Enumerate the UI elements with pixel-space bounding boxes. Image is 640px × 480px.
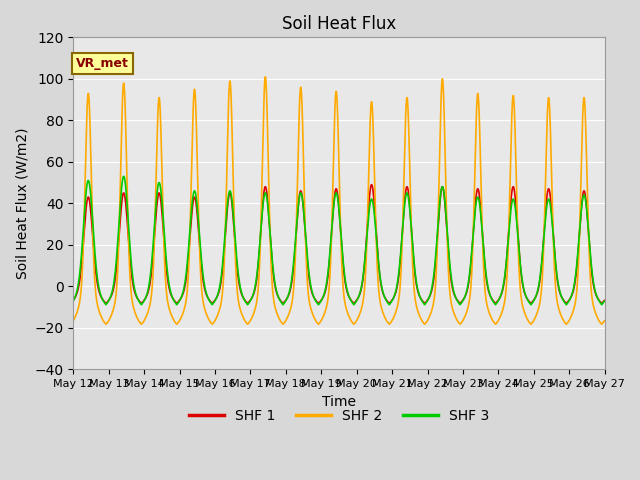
SHF 3 [355,295,362,301]
SHF 2 [70,318,77,324]
SHF 2 [218,298,225,304]
SHF 3 [385,302,393,308]
SHF 1 [569,290,577,296]
SHF 1 [218,275,225,280]
X-axis label: Time: Time [322,395,356,408]
SHF 2 [366,132,374,138]
Line: SHF 2: SHF 2 [74,77,604,324]
SHF 1 [366,191,374,197]
Text: VR_met: VR_met [76,57,129,70]
SHF 1 [70,297,77,303]
SHF 3 [366,203,374,209]
SHF 1 [493,299,501,304]
SHF 2 [261,74,269,80]
SHF 2 [600,318,608,324]
SHF 2 [385,321,393,327]
Line: SHF 3: SHF 3 [74,176,604,305]
SHF 3 [218,270,225,276]
SHF 1 [355,295,362,300]
SHF 1 [554,281,562,287]
SHF 3 [70,298,77,303]
SHF 2 [554,302,562,308]
SHF 2 [493,319,501,325]
SHF 3 [120,173,127,179]
SHF 3 [493,300,501,305]
SHF 3 [569,289,577,295]
SHF 2 [355,315,362,321]
SHF 3 [554,279,562,285]
Legend: SHF 1, SHF 2, SHF 3: SHF 1, SHF 2, SHF 3 [184,404,495,429]
Y-axis label: Soil Heat Flux (W/m2): Soil Heat Flux (W/m2) [15,128,29,279]
SHF 1 [102,300,109,306]
Line: SHF 1: SHF 1 [74,185,604,303]
SHF 2 [569,310,577,316]
SHF 1 [367,182,375,188]
SHF 1 [600,298,608,303]
Title: Soil Heat Flux: Soil Heat Flux [282,15,396,33]
SHF 3 [600,298,608,304]
